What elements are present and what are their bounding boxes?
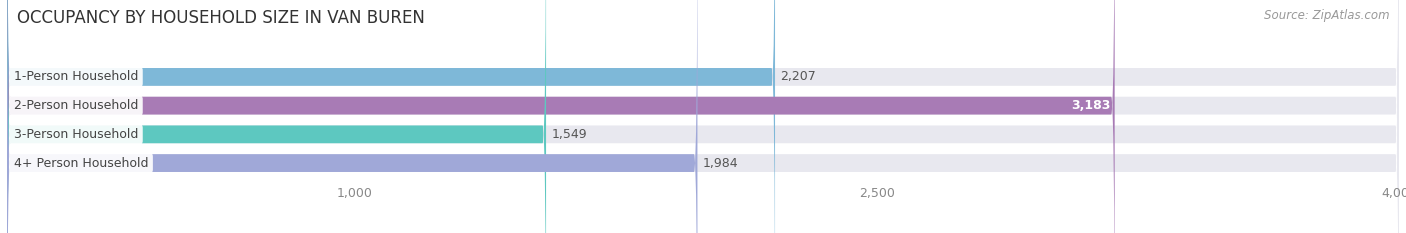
FancyBboxPatch shape — [7, 0, 775, 233]
FancyBboxPatch shape — [7, 0, 1399, 233]
Text: Source: ZipAtlas.com: Source: ZipAtlas.com — [1264, 9, 1389, 22]
Text: 2-Person Household: 2-Person Household — [14, 99, 138, 112]
Text: 3,183: 3,183 — [1071, 99, 1111, 112]
Text: OCCUPANCY BY HOUSEHOLD SIZE IN VAN BUREN: OCCUPANCY BY HOUSEHOLD SIZE IN VAN BUREN — [17, 9, 425, 27]
FancyBboxPatch shape — [7, 0, 1399, 233]
Text: 4+ Person Household: 4+ Person Household — [14, 157, 149, 170]
Text: 1,984: 1,984 — [703, 157, 738, 170]
Text: 2,207: 2,207 — [780, 70, 815, 83]
FancyBboxPatch shape — [7, 0, 1115, 233]
Text: 3-Person Household: 3-Person Household — [14, 128, 138, 141]
FancyBboxPatch shape — [7, 0, 546, 233]
Text: 1-Person Household: 1-Person Household — [14, 70, 138, 83]
Text: 1,549: 1,549 — [551, 128, 586, 141]
FancyBboxPatch shape — [7, 0, 1399, 233]
FancyBboxPatch shape — [7, 0, 697, 233]
FancyBboxPatch shape — [7, 0, 1399, 233]
